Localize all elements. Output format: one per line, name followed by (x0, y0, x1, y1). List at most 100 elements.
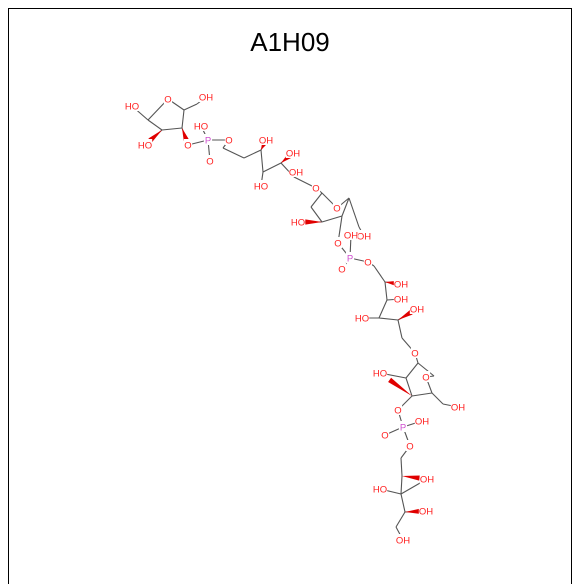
bond-line (384, 281, 388, 301)
phosphorus-atom-label: P (205, 136, 211, 147)
oxygen-atom-label: OH (410, 305, 424, 316)
oxygen-atom-label: HO (125, 102, 139, 113)
oxygen-atom-label: OH (286, 149, 300, 160)
atom-label-bg (372, 367, 388, 378)
oxygen-atom-label: O (406, 442, 413, 453)
oxygen-atom-label: O (312, 184, 319, 195)
wedge-bond (405, 508, 420, 514)
figure-title: A1H09 (250, 27, 330, 57)
oxygen-atom-label: O (225, 136, 232, 147)
atom-label-bg (414, 415, 430, 426)
wedge-bond (182, 128, 189, 141)
atom-label-bg (372, 483, 388, 494)
atom-label-bg (393, 278, 409, 289)
atom-label-bg (163, 93, 173, 104)
atom-label-bg (311, 182, 321, 193)
bond-line (400, 475, 403, 495)
atom-label-bg (419, 473, 435, 484)
oxygen-atom-label: O (338, 265, 345, 276)
oxygen-atom-label: O (422, 373, 429, 384)
atom-label-bg (332, 202, 342, 213)
bond-line (341, 197, 350, 217)
bond-line (400, 493, 406, 513)
bond-line (378, 317, 399, 321)
bond-line (400, 457, 403, 477)
bond-line (348, 197, 360, 228)
oxygen-atom-label: OH (344, 231, 358, 242)
atom-label-bg (405, 440, 415, 451)
bond-line (411, 392, 433, 397)
bond-line (161, 127, 183, 131)
atom-label-bg (183, 139, 193, 150)
oxygen-atom-label: O (364, 258, 371, 269)
oxygen-atom-label: OH (396, 536, 410, 547)
bond-line (405, 377, 413, 397)
oxygen-atom-label: O (381, 431, 388, 442)
atom-label-bg (205, 155, 215, 166)
atom-label-bg (203, 134, 213, 145)
bond-line (321, 215, 343, 223)
bond-line (405, 362, 419, 379)
atom-label-bg (343, 229, 359, 240)
oxygen-atom-label: HO (373, 369, 387, 380)
oxygen-atom-label: OH (357, 232, 371, 243)
bond-line (310, 192, 323, 208)
bond-line (181, 109, 185, 129)
oxygen-atom-label: OH (420, 475, 434, 486)
oxygen-atom-label: HO (355, 314, 369, 325)
bond-line (431, 392, 444, 405)
oxygen-atom-label: HO (373, 485, 387, 496)
oxygen-atom-label: O (164, 95, 171, 106)
oxygen-atom-label: O (411, 349, 418, 360)
oxygen-atom-label: OH (451, 403, 465, 414)
oxygen-atom-label: OH (419, 507, 433, 518)
oxygen-atom-label: O (333, 204, 340, 215)
oxygen-atom-label: HO (194, 122, 208, 133)
oxygen-atom-label: OH (289, 168, 303, 179)
atom-label-bg (356, 230, 372, 241)
wedge-bond (385, 280, 397, 286)
atom-label-bg (285, 147, 301, 158)
atom-label-bg (253, 180, 269, 191)
bond-line (373, 265, 386, 283)
atom-label-bg (345, 252, 355, 263)
wedge-bond (305, 219, 322, 225)
wedge-bond (398, 310, 413, 320)
atom-label-bg (398, 421, 408, 432)
atom-label-bg (337, 263, 347, 274)
figure-frame: A1H09 (8, 8, 572, 584)
oxygen-atom-label: HO (291, 218, 305, 229)
atom-label-bg (198, 91, 214, 102)
bond-line (378, 299, 388, 319)
atom-label-bg (393, 293, 409, 304)
atom-label-bg (393, 404, 403, 415)
atom-label-bg (409, 303, 425, 314)
atom-label-bg (395, 534, 411, 545)
atom-label-bg (354, 312, 370, 323)
bond-line (243, 149, 262, 159)
atom-label-bg (193, 120, 209, 131)
bond-line (262, 162, 282, 173)
oxygen-atom-label: O (334, 239, 341, 250)
wedge-bond (388, 377, 412, 396)
atom-label-bg (363, 256, 373, 267)
oxygen-atom-label: OH (199, 93, 213, 104)
atom-label-bg (421, 371, 431, 382)
bond-line (260, 149, 264, 173)
oxygen-atom-label: OH (415, 417, 429, 428)
atom-label-bg (258, 134, 274, 145)
atom-label-bg (137, 139, 153, 150)
atom-label-bg (418, 505, 434, 516)
oxygen-atom-label: OH (394, 295, 408, 306)
bond-lines (131, 96, 459, 541)
atom-label-bg (124, 100, 140, 111)
oxygen-atom-label: OH (259, 136, 273, 147)
oxygen-atom-label: O (394, 406, 401, 417)
wedge-bond (402, 475, 420, 481)
oxygen-atom-label: HO (254, 182, 268, 193)
phosphorus-atom-label: P (347, 254, 353, 265)
atom-label-bg (410, 347, 420, 358)
atom-label-bg (288, 166, 304, 177)
